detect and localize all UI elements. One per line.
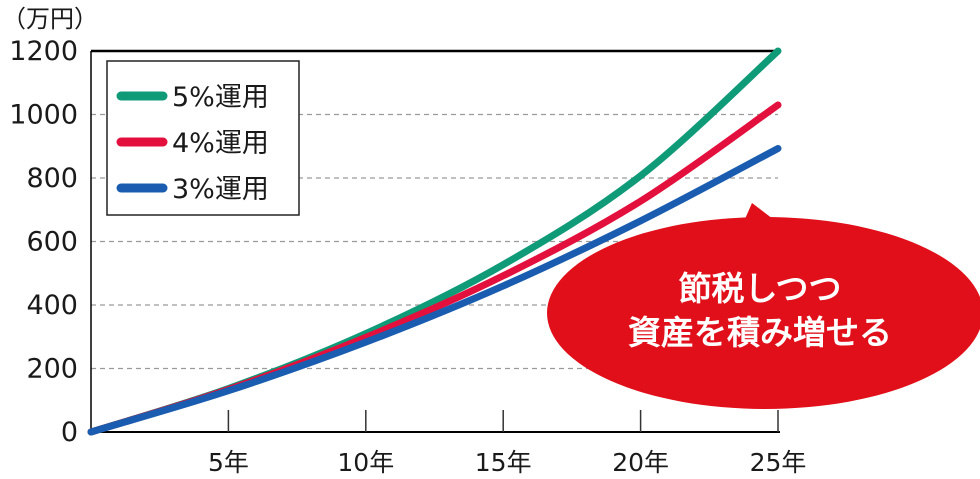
y-tick-label: 800: [26, 163, 78, 194]
y-tick-label: 400: [26, 290, 78, 321]
legend-label: 5%運用: [172, 82, 269, 113]
y-tick-label: 200: [26, 354, 78, 385]
y-tick-label: 1000: [9, 100, 78, 131]
callout-text-line: 節税しつつ: [678, 269, 841, 308]
x-tick-label: 5年: [208, 448, 249, 477]
x-axis-ticks: 5年 10年 15年 20年 25年: [208, 410, 806, 477]
callout-text-line: 資産を積み増せる: [628, 313, 892, 352]
legend-label: 4%運用: [172, 128, 269, 159]
legend: 5%運用 4%運用 3%運用: [106, 60, 300, 216]
legend-label: 3%運用: [172, 174, 269, 205]
series-lines: [87, 47, 782, 436]
x-tick-label: 15年: [475, 448, 532, 477]
y-axis-ticks: 0 200 400 600 800 1000 1200: [9, 36, 78, 448]
x-tick-label: 20年: [612, 448, 669, 477]
callout-pointer: [738, 203, 790, 235]
callout-bubble: [547, 217, 980, 409]
x-tick-label: 25年: [750, 448, 807, 477]
axes: [90, 49, 780, 433]
y-tick-label: 1200: [9, 36, 78, 67]
y-axis-unit-label: （万円）: [2, 5, 98, 33]
y-tick-label: 0: [61, 417, 78, 448]
x-tick-label: 10年: [337, 448, 394, 477]
series-line-3: [87, 144, 782, 436]
y-tick-label: 600: [26, 227, 78, 258]
